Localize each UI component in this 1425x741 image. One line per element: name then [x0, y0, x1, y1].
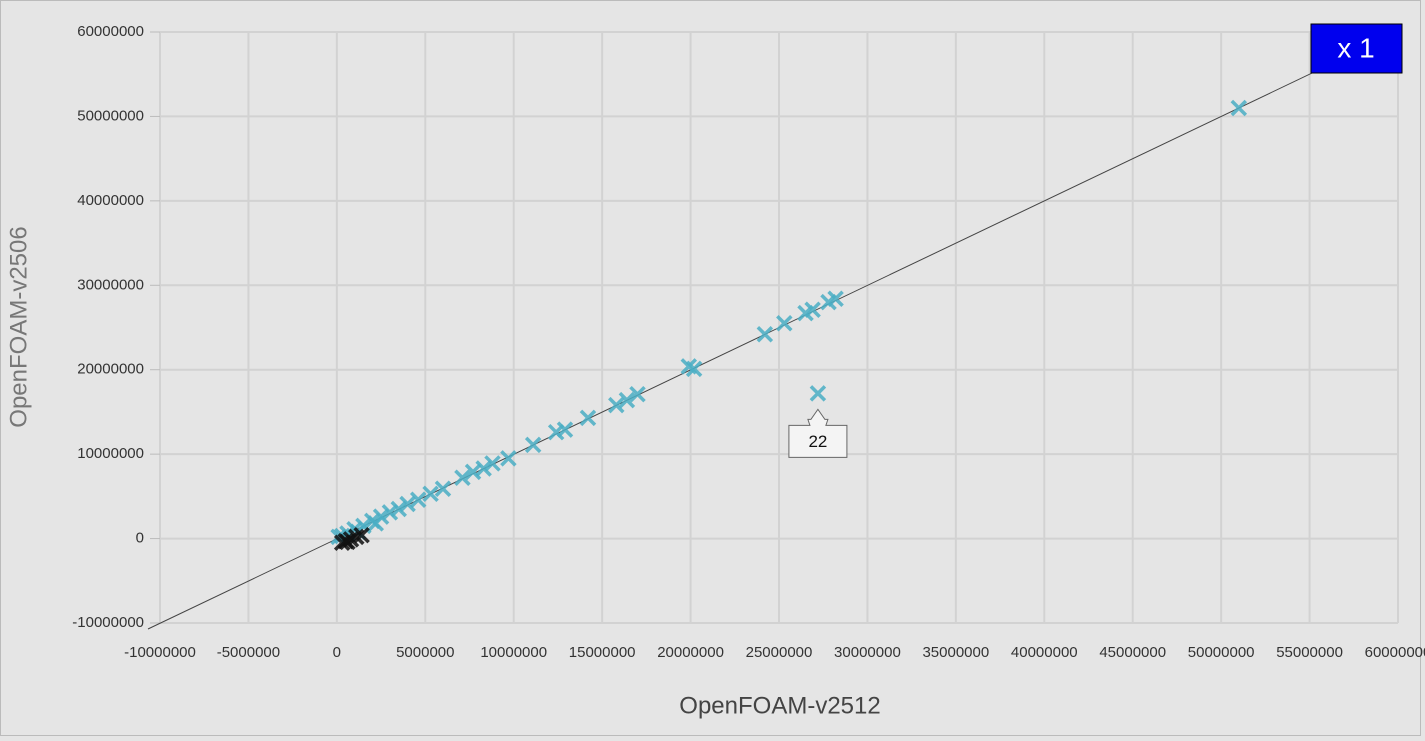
callout — [788, 408, 848, 458]
point — [339, 533, 356, 551]
point — [547, 423, 565, 441]
point — [618, 391, 636, 409]
x-tick-label: 20000000 — [657, 644, 724, 661]
y-tick-label: 20000000 — [77, 361, 144, 378]
point — [390, 500, 407, 518]
x-tick-label: 25000000 — [746, 644, 813, 661]
x-tick-label: 45000000 — [1099, 644, 1166, 661]
callout-label: 22 — [808, 432, 827, 451]
x-tick-label: 10000000 — [480, 644, 547, 661]
point — [579, 409, 597, 427]
point — [422, 485, 439, 503]
point — [484, 455, 501, 472]
y-tick-label: 30000000 — [77, 276, 144, 293]
annotation-box — [1310, 23, 1403, 74]
point — [434, 480, 452, 497]
point — [629, 385, 646, 403]
x-tick-label: 0 — [333, 644, 341, 661]
point — [464, 463, 482, 481]
y-tick-label: -10000000 — [72, 614, 144, 631]
y-tick-label: 40000000 — [77, 192, 144, 209]
point — [608, 396, 625, 414]
point — [797, 304, 814, 322]
x-tick-label: 35000000 — [922, 644, 989, 661]
x-tick-label: 30000000 — [834, 644, 901, 661]
y-tick-label: 10000000 — [77, 445, 144, 462]
point — [524, 436, 542, 454]
point — [353, 526, 370, 544]
y-tick-label: 60000000 — [77, 23, 144, 40]
point — [680, 358, 698, 375]
y-tick-label: 0 — [136, 530, 144, 547]
point — [399, 495, 416, 513]
point — [776, 315, 793, 332]
point — [809, 385, 827, 402]
point — [500, 450, 517, 467]
x-tick-label: 5000000 — [396, 644, 454, 661]
y-axis-title: OpenFOAM-v2506 — [5, 226, 32, 427]
point — [1230, 99, 1248, 117]
point — [820, 293, 837, 311]
point — [367, 515, 385, 532]
x-axis-title: OpenFOAM-v2512 — [679, 692, 880, 719]
point — [409, 491, 427, 508]
x-tick-label: 60000000 — [1365, 644, 1425, 661]
x-tick-label: 50000000 — [1188, 644, 1255, 661]
x-tick-label: -10000000 — [124, 644, 196, 661]
x-tick-label: 55000000 — [1276, 644, 1343, 661]
x-tick-label: 15000000 — [569, 644, 636, 661]
point — [454, 469, 471, 487]
point — [381, 504, 399, 521]
point — [756, 326, 774, 343]
x-tick-label: 40000000 — [1011, 644, 1078, 661]
y-tick-label: 50000000 — [77, 107, 144, 124]
x-tick-label: -5000000 — [217, 644, 280, 661]
annotation: x 1 — [1337, 32, 1374, 63]
